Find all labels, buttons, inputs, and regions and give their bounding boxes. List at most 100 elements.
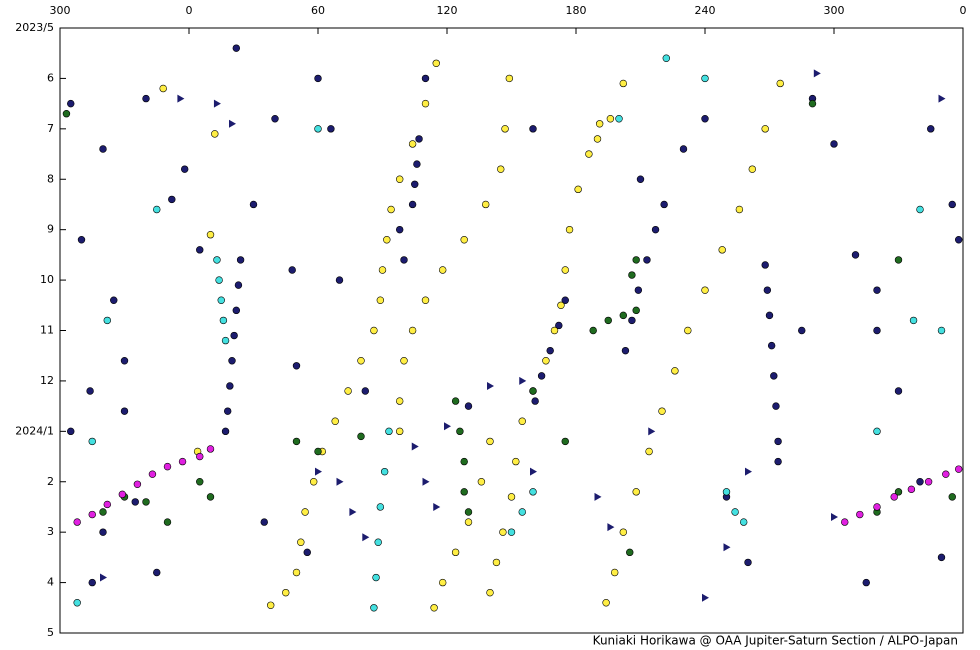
data-point: [396, 175, 404, 183]
data-point-triangle: [444, 422, 451, 431]
data-point: [507, 493, 516, 501]
data-point: [518, 508, 526, 516]
data-point: [890, 493, 898, 501]
data-point: [163, 518, 172, 526]
data-point: [830, 140, 838, 148]
data-point: [314, 74, 322, 83]
data-point: [767, 341, 776, 350]
data-point: [103, 500, 112, 509]
data-point: [486, 588, 494, 597]
data-point: [604, 316, 612, 325]
data-point: [385, 427, 393, 436]
data-point: [585, 150, 593, 158]
data-point: [808, 99, 817, 108]
plot-frame: [59, 27, 964, 634]
data-point: [396, 397, 404, 405]
data-point: [464, 402, 473, 410]
data-point: [873, 286, 881, 294]
data-point: [99, 528, 107, 536]
data-point: [561, 437, 569, 446]
data-point: [593, 135, 602, 143]
data-point: [226, 382, 234, 390]
data-point: [765, 311, 774, 320]
data-point-triangle: [100, 573, 107, 582]
data-point: [110, 296, 118, 304]
data-point: [565, 225, 574, 234]
data-point: [400, 357, 408, 365]
data-point: [232, 44, 241, 52]
data-point: [735, 205, 744, 214]
data-point: [344, 387, 352, 395]
data-point: [701, 115, 709, 123]
data-point: [292, 362, 301, 370]
data-point: [408, 140, 417, 148]
data-point: [267, 601, 275, 609]
data-point: [62, 110, 71, 118]
data-point: [916, 205, 924, 214]
data-point: [546, 346, 554, 355]
data-point-triangle: [723, 543, 731, 552]
data-point: [206, 445, 215, 453]
data-point: [297, 538, 305, 546]
data-point: [380, 467, 389, 476]
data-point: [221, 336, 230, 345]
data-point: [408, 200, 417, 209]
data-point: [531, 397, 539, 405]
data-point: [249, 200, 258, 209]
data-point: [142, 498, 150, 506]
x-tick-label: 120: [437, 4, 458, 17]
data-point: [948, 493, 956, 501]
data-point-triangle: [594, 492, 602, 501]
data-point: [168, 195, 176, 204]
data-point: [589, 326, 597, 335]
data-point: [148, 470, 157, 478]
data-point: [507, 528, 516, 536]
data-point: [763, 286, 772, 294]
data-point: [118, 490, 127, 499]
data-point: [477, 478, 486, 486]
data-point: [909, 316, 918, 325]
data-point: [460, 488, 468, 496]
data-point: [464, 518, 473, 526]
data-point: [142, 94, 150, 103]
y-tick-label: 3: [47, 525, 54, 538]
data-point: [927, 125, 935, 133]
data-point: [841, 518, 849, 526]
data-point: [701, 74, 709, 83]
data-point: [555, 321, 563, 330]
data-point: [942, 470, 950, 478]
data-point: [196, 452, 204, 461]
data-point: [99, 508, 107, 516]
data-point: [518, 417, 526, 425]
y-tick-label: 6: [47, 71, 54, 84]
data-point: [486, 437, 494, 446]
data-point: [505, 74, 514, 83]
data-point: [722, 488, 731, 496]
data-point: [88, 437, 96, 446]
data-point-triangle: [422, 477, 430, 486]
data-point: [662, 54, 670, 62]
data-point: [645, 447, 653, 456]
data-point: [907, 485, 916, 494]
data-point: [376, 503, 385, 511]
data-point: [862, 578, 870, 587]
y-tick-label: 5: [47, 626, 54, 639]
data-point: [937, 326, 946, 335]
data-point: [606, 115, 615, 123]
data-point: [415, 135, 423, 143]
data-point-triangle: [177, 94, 185, 103]
data-point: [761, 261, 769, 269]
data-point: [421, 74, 430, 83]
y-tick-label: 12: [40, 374, 54, 387]
data-point: [679, 145, 688, 153]
data-point: [731, 508, 739, 516]
data-point-triangle: [229, 119, 236, 128]
data-point: [400, 256, 408, 264]
data-point: [327, 125, 335, 133]
data-point: [159, 84, 167, 93]
data-point: [432, 59, 440, 67]
data-point: [770, 372, 778, 380]
data-point: [153, 205, 161, 214]
data-point: [460, 236, 468, 244]
